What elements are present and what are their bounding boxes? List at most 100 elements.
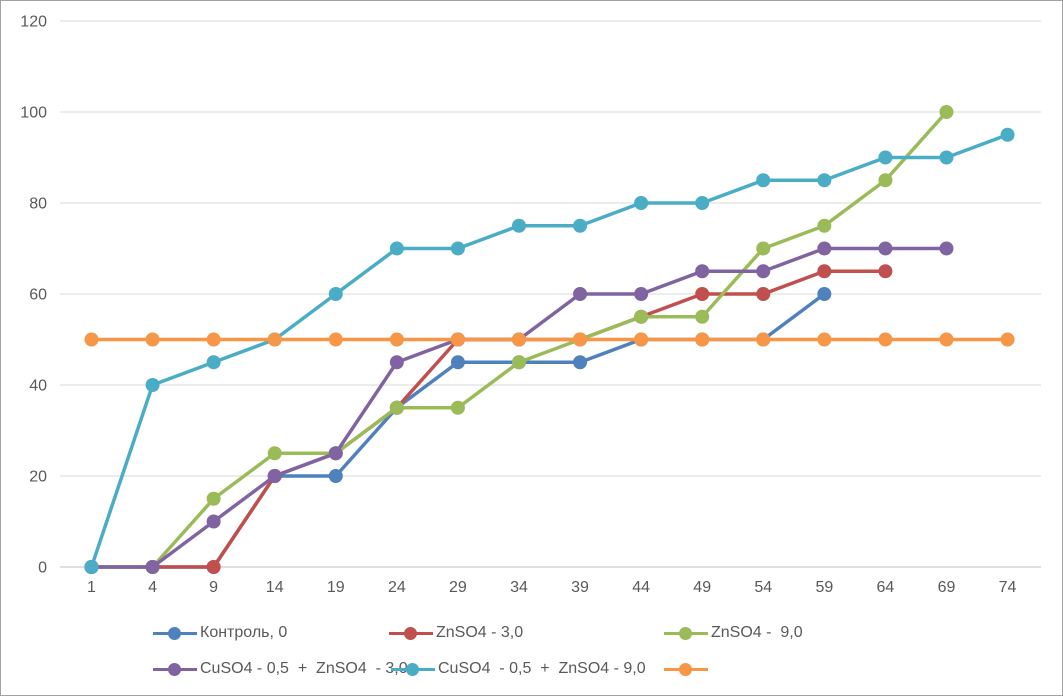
- legend-marker-icon: [664, 662, 708, 676]
- series-0[interactable]: [84, 287, 832, 574]
- x-tick-label: 49: [693, 579, 711, 596]
- data-point-marker: [450, 332, 465, 347]
- legend-marker-icon: [664, 626, 708, 640]
- legend-item-cuso4-znso4-9[interactable]: CuSO4 - 0,5 + ZnSO4 - 9,0: [391, 661, 646, 677]
- y-tick-label: 100: [20, 105, 47, 122]
- data-point-marker: [206, 332, 221, 347]
- x-tick-label: 19: [327, 579, 345, 596]
- data-point-marker: [206, 491, 221, 506]
- data-point-marker: [695, 332, 710, 347]
- y-tick-label: 60: [29, 287, 47, 304]
- data-point-marker: [756, 241, 771, 256]
- data-point-marker: [511, 218, 526, 233]
- data-point-marker: [328, 446, 343, 461]
- data-point-marker: [939, 150, 954, 165]
- data-point-marker: [145, 378, 160, 392]
- data-point-marker: [573, 218, 588, 233]
- y-axis-tick-labels: 0 20 40 60 80 100 120: [20, 14, 47, 577]
- data-point-marker: [939, 105, 954, 119]
- data-point-marker: [450, 241, 465, 256]
- legend-item-cuso4-znso4-3[interactable]: CuSO4 - 0,5 + ZnSO4 - 3,0: [153, 661, 408, 677]
- legend-marker-icon: [153, 626, 197, 640]
- data-point-marker: [817, 241, 832, 256]
- y-tick-label: 0: [38, 560, 47, 577]
- x-tick-label: 54: [754, 579, 772, 596]
- data-point-marker: [878, 173, 893, 188]
- data-point-marker: [450, 355, 465, 370]
- data-point-marker: [817, 218, 832, 233]
- x-tick-label: 59: [815, 579, 833, 596]
- series-line-4: [89, 133, 1010, 569]
- legend-label: ZnSO4 - 3,0: [436, 624, 524, 641]
- data-point-marker: [84, 560, 99, 574]
- series-4[interactable]: [84, 127, 1015, 574]
- data-point-marker: [267, 446, 282, 461]
- legend-marker-icon: [389, 626, 433, 640]
- data-point-marker: [634, 196, 649, 210]
- x-tick-label: 39: [571, 579, 589, 596]
- data-point-marker: [145, 332, 160, 347]
- data-point-marker: [450, 400, 465, 415]
- x-tick-label: 29: [449, 579, 467, 596]
- data-point-marker: [817, 173, 832, 188]
- data-point-marker: [817, 332, 832, 347]
- data-point-marker: [939, 332, 954, 347]
- x-tick-label: 4: [148, 579, 157, 596]
- x-tick-label: 34: [510, 579, 528, 596]
- data-point-marker: [511, 355, 526, 370]
- x-axis-tick-labels: 1 4 9 14 19 24 29 34 39 44 49 54 59 64 69 74: [87, 579, 1017, 596]
- data-point-marker: [695, 264, 710, 279]
- data-point-marker: [634, 287, 649, 301]
- y-tick-label: 120: [20, 14, 47, 31]
- x-tick-label: 1: [87, 579, 96, 596]
- data-point-marker: [1000, 332, 1015, 347]
- legend-item-unlabeled[interactable]: [664, 661, 711, 677]
- data-point-marker: [328, 287, 343, 301]
- data-point-marker: [267, 332, 282, 347]
- x-tick-label: 14: [266, 579, 284, 596]
- data-point-marker: [573, 332, 588, 347]
- data-point-marker: [573, 287, 588, 301]
- data-point-marker: [756, 264, 771, 279]
- data-point-marker: [389, 332, 404, 347]
- data-point-marker: [939, 241, 954, 256]
- data-point-marker: [145, 560, 160, 574]
- data-point-marker: [1000, 127, 1015, 142]
- data-point-marker: [573, 355, 588, 370]
- data-point-marker: [328, 469, 343, 483]
- data-point-marker: [878, 150, 893, 165]
- x-tick-label: 24: [388, 579, 406, 596]
- x-tick-label: 74: [999, 579, 1017, 596]
- data-point-marker: [84, 332, 99, 347]
- data-point-marker: [206, 514, 221, 529]
- data-point-marker: [878, 264, 893, 279]
- x-tick-label: 69: [938, 579, 956, 596]
- data-point-marker: [389, 241, 404, 256]
- data-point-marker: [756, 173, 771, 188]
- legend-item-znso4-3[interactable]: ZnSO4 - 3,0: [389, 625, 523, 641]
- data-point-marker: [206, 355, 221, 370]
- series-5[interactable]: [84, 332, 1015, 347]
- data-point-marker: [817, 264, 832, 279]
- data-point-marker: [389, 400, 404, 415]
- data-point-marker: [817, 287, 832, 301]
- legend-label: Контроль, 0: [200, 624, 288, 641]
- data-point-marker: [695, 309, 710, 324]
- data-point-marker: [756, 287, 771, 301]
- data-point-marker: [878, 332, 893, 347]
- legend-label: CuSO4 - 0,5 + ZnSO4 - 9,0: [438, 660, 646, 677]
- y-tick-label: 80: [29, 196, 47, 213]
- legend-label: CuSO4 - 0,5 + ZnSO4 - 3,0: [200, 660, 408, 677]
- gridlines: [60, 20, 1041, 568]
- legend-item-kontrol[interactable]: Контроль, 0: [153, 625, 287, 641]
- data-point-marker: [634, 309, 649, 324]
- data-point-marker: [634, 332, 649, 347]
- legend-item-znso4-9[interactable]: ZnSO4 - 9,0: [664, 625, 803, 641]
- data-point-marker: [206, 560, 221, 574]
- x-tick-label: 9: [209, 579, 218, 596]
- data-point-marker: [328, 332, 343, 347]
- data-point-marker: [695, 196, 710, 210]
- data-point-marker: [389, 355, 404, 370]
